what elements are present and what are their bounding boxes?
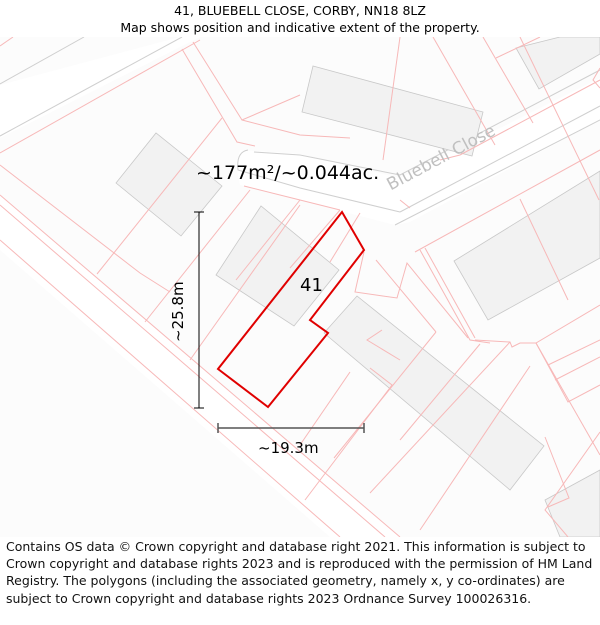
property-address-title: 41, BLUEBELL CLOSE, CORBY, NN18 8LZ (174, 3, 426, 18)
height-dimension-label: ~25.8m (169, 281, 187, 342)
area-label: ~177m²/~0.044ac. (196, 162, 380, 184)
map-header: 41, BLUEBELL CLOSE, CORBY, NN18 8LZ Map … (0, 0, 600, 37)
width-dimension-label: ~19.3m (258, 439, 319, 457)
height-dimension-line (194, 211, 204, 409)
road-edges (0, 37, 600, 226)
map-subtitle: Map shows position and indicative extent… (120, 20, 480, 35)
property-map[interactable]: ~177m²/~0.044ac. Bluebell Close 41 ~25.8… (0, 37, 600, 537)
plot-number-label: 41 (300, 275, 323, 296)
parcel-boundaries (0, 37, 600, 537)
width-dimension-line (217, 423, 365, 433)
buildings (115, 37, 600, 537)
copyright-attribution: Contains OS data © Crown copyright and d… (6, 539, 593, 606)
property-boundary[interactable] (216, 210, 366, 409)
